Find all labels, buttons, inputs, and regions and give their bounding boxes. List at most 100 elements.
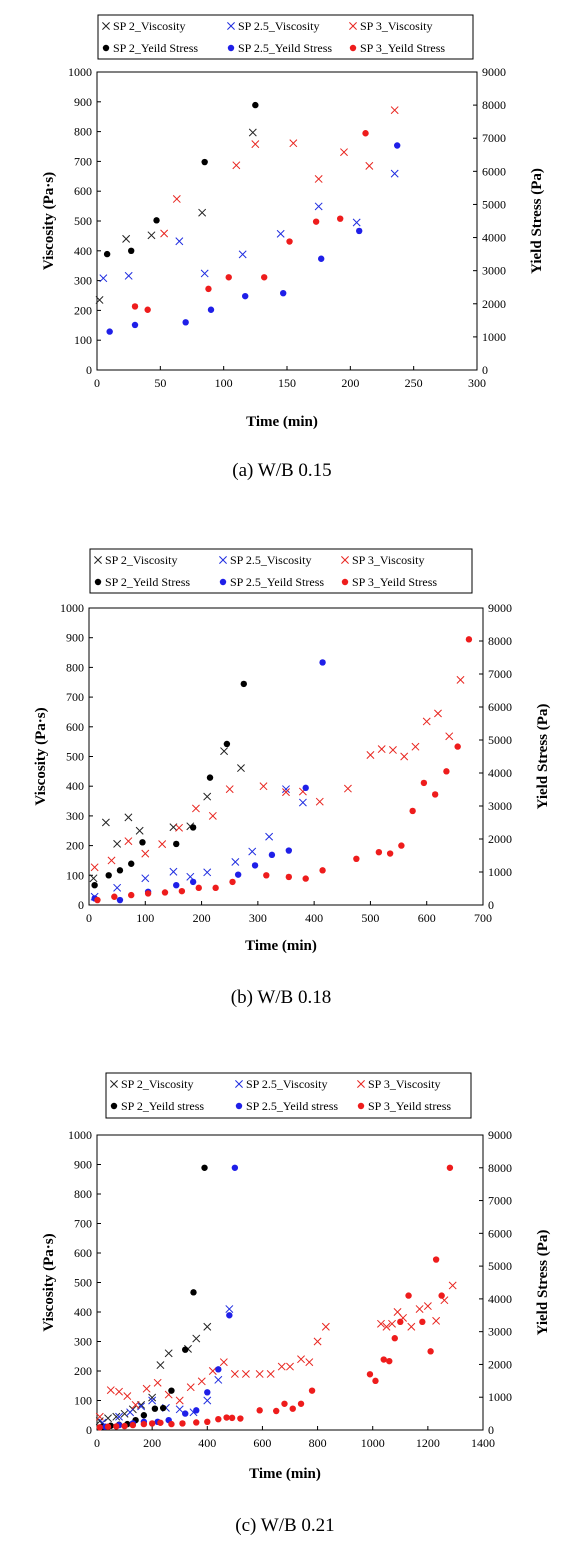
y2-tick-label: 4000 [488,766,512,780]
data-point [382,1322,391,1331]
data-point [353,855,360,862]
data-point [173,882,180,889]
series-1 [90,785,307,901]
data-point [131,303,139,310]
data-point [248,128,257,137]
data-point [432,1256,440,1263]
data-point [321,1322,330,1331]
data-point [220,747,229,756]
data-point [201,1164,208,1171]
data-point [137,1400,146,1409]
series-1 [99,169,399,283]
x-tick-label: 300 [468,376,486,390]
data-point [189,878,197,886]
series-3 [103,101,259,258]
data-point [446,1164,454,1171]
x-tick-label: 0 [94,376,100,390]
y-tick-label: 200 [74,1364,92,1378]
data-point [195,884,202,892]
legend-marker [349,44,357,52]
y2-tick-label: 6000 [488,1226,512,1240]
data-point [153,1378,162,1387]
data-point [223,740,231,748]
data-point [121,1422,128,1430]
x-tick-label: 300 [249,911,267,925]
series-3 [99,1164,208,1430]
data-point [142,1384,151,1393]
x-axis-label: Time (min) [249,1466,321,1482]
data-point [286,238,293,245]
series-5 [96,1164,454,1431]
data-point [95,1412,104,1421]
data-point [173,840,180,848]
data-point [135,826,144,835]
data-point [89,874,98,883]
data-point [386,1357,393,1365]
data-point [129,1421,137,1429]
x-tick-label: 400 [198,1436,216,1450]
data-point [427,1348,434,1355]
y2-tick-label: 2000 [488,832,512,846]
data-point [242,292,249,300]
y2-tick-label: 4000 [488,1292,512,1306]
y2-tick-label: 3000 [488,799,512,813]
data-point [315,797,324,806]
data-point [251,140,260,149]
y2-tick-label: 7000 [488,1194,512,1208]
data-point [182,319,189,326]
series-4 [91,659,326,904]
data-point [302,784,309,792]
data-point [390,106,399,115]
data-point [208,1367,217,1375]
y2-tick-label: 5000 [482,197,506,211]
data-point [120,1409,129,1418]
data-point [276,229,285,238]
data-point [156,1361,165,1370]
data-point [151,1405,159,1412]
data-point [411,742,420,751]
data-point [225,785,234,794]
figure-caption: (a) W/B 0.15 [232,460,331,481]
data-point [200,269,209,278]
data-point [277,1362,286,1371]
data-point [372,1377,379,1385]
data-point [161,889,169,896]
data-point [124,837,133,846]
x-axis-label: Time (min) [246,414,318,430]
x-tick-label: 1200 [416,1436,440,1450]
x-tick-label: 0 [94,1436,100,1450]
data-point [391,1335,398,1342]
data-point [314,175,323,183]
data-point [157,1419,164,1426]
data-point [407,1322,416,1331]
data-point [182,1410,189,1417]
data-point [175,1405,184,1414]
x-tick-label: 100 [136,911,154,925]
y-tick-label: 400 [74,1305,92,1319]
data-point [380,1356,387,1363]
data-point [273,1407,280,1415]
x-tick-label: 0 [86,911,92,925]
data-point [90,863,99,872]
y-tick-label: 300 [66,809,84,823]
x-tick-label: 250 [405,376,423,390]
data-point [312,218,320,225]
y-tick-label: 1000 [60,601,84,615]
data-point [377,745,386,754]
legend-label: SP 2.5_Viscosity [246,1077,328,1091]
data-point [124,813,133,822]
data-point [255,1369,264,1378]
y-tick-label: 900 [74,95,92,109]
data-point [454,743,461,750]
data-point [305,1358,314,1367]
data-point [285,873,293,881]
data-point [225,1305,234,1314]
data-point [420,779,428,787]
data-point [131,1400,140,1409]
y2-tick-label: 7000 [488,667,512,681]
y2-tick-label: 9000 [488,601,512,615]
data-point [219,1358,228,1367]
legend-label: SP 2_Yeild Stress [113,41,198,55]
x-tick-label: 600 [418,911,436,925]
data-point [148,1396,157,1405]
